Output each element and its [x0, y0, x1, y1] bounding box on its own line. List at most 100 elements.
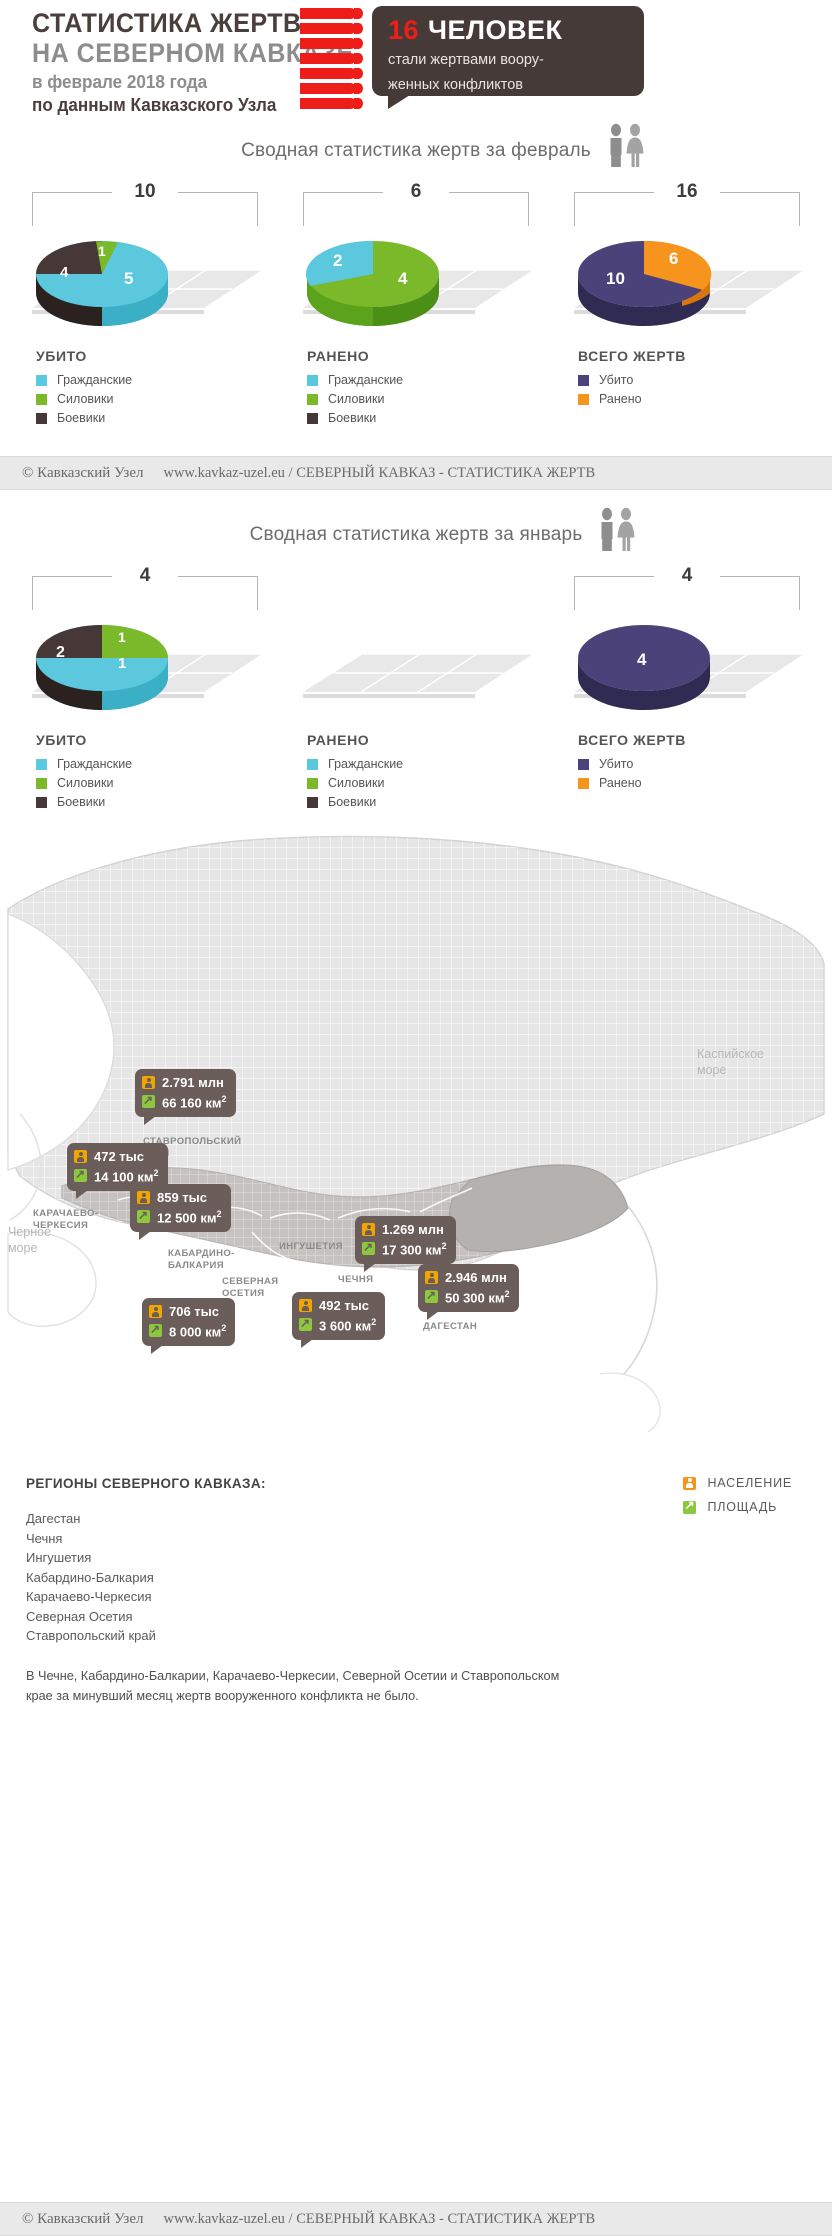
- february-section: Сводная статистика жертв за февраль 10: [0, 123, 832, 430]
- swatch-security: [307, 777, 318, 789]
- region-item: Ингушетия: [26, 1550, 92, 1565]
- legend-label: Силовики: [328, 776, 385, 790]
- region-item: Карачаево-Черкесия: [26, 1589, 152, 1604]
- legend-label: Боевики: [57, 795, 106, 809]
- map-tag-karachay: 472 тыс 14 100 км2: [67, 1143, 168, 1200]
- legend-item: Силовики: [307, 776, 547, 790]
- footnote: В Чечне, Кабардино-Балкарии, Карачаево-Ч…: [26, 1668, 560, 1703]
- legend-label: Гражданские: [328, 373, 404, 387]
- watermark-strip-bottom: © Кавказский Узел www.kavkaz-uzel.eu / С…: [0, 2202, 832, 2236]
- map-tag-north-ossetia: 706 тыс 8 000 км2: [142, 1298, 236, 1355]
- slice-label-militants: 2: [56, 644, 65, 661]
- population-icon: [149, 1305, 162, 1318]
- chart-jan-total: 4 4 ВСЕГО ЖЕРТВ: [556, 560, 818, 814]
- region-label-karachay: КАРАЧАЕВО- ЧЕРКЕСИЯ: [33, 1208, 99, 1231]
- region-item: Дагестан: [26, 1511, 81, 1526]
- header-titles: СТАТИСТИКА ЖЕРТВ НА СЕВЕРНОМ КАВКАЗЕ в ф…: [32, 8, 452, 117]
- total-feb-total: 16: [676, 181, 698, 202]
- chart-feb-killed: 10: [14, 176, 276, 430]
- january-charts-row: 4: [0, 560, 832, 814]
- area-icon: [683, 1498, 697, 1514]
- pie-stage-jan-total: 4: [556, 610, 818, 722]
- map-tag-stavropol: 2.791 млн 66 160 км2: [135, 1069, 236, 1126]
- region-label-chechnya: ЧЕЧНЯ: [338, 1274, 374, 1285]
- legend-item: Гражданские: [307, 373, 547, 387]
- population-icon: [299, 1299, 312, 1312]
- legend-label: Гражданские: [57, 373, 133, 387]
- pie-stage-feb-killed: 5 1 4: [14, 226, 276, 338]
- map-svg: [7, 835, 825, 1433]
- legend-population: НАСЕЛЕНИЕ: [683, 1476, 792, 1490]
- legend-item: Силовики: [36, 776, 276, 790]
- watermark-brand: © Кавказский Узел: [22, 2210, 144, 2227]
- legend-item: Убито: [578, 757, 818, 771]
- legend-item: Боевики: [36, 795, 276, 809]
- slice-label-militants: 4: [60, 264, 69, 281]
- swatch-civilians: [36, 374, 47, 386]
- legend-title-feb-total: ВСЕГО ЖЕРТВ: [578, 348, 686, 364]
- population-icon: [425, 1271, 438, 1284]
- region-label-ingushetia: ИНГУШЕТИЯ: [279, 1241, 343, 1252]
- header-callout: 16 ЧЕЛОВЕК стали жертвами воору- женных …: [372, 6, 644, 109]
- legend-title-feb-killed: УБИТО: [36, 348, 87, 364]
- region-item: Ставропольский край: [26, 1628, 156, 1643]
- callout-sub-1: стали жертвами воору-: [388, 52, 544, 68]
- header-line-4: по данным Кавказского Узла: [32, 95, 277, 115]
- legend-label: Убито: [599, 373, 634, 387]
- slice-label-security: 1: [98, 243, 106, 259]
- swatch-wounded: [578, 777, 589, 789]
- bullet-icon: [300, 53, 363, 64]
- legend-title-feb-wounded: РАНЕНО: [307, 348, 370, 364]
- pie-stage-jan-wounded: [285, 610, 547, 722]
- population-icon: [74, 1150, 87, 1163]
- legend-label: Боевики: [57, 411, 106, 425]
- legend-label: Силовики: [328, 392, 385, 406]
- area-icon: [299, 1315, 312, 1332]
- header-line-3: в феврале 2018 года: [32, 72, 208, 92]
- bracket-feb-killed: 10: [14, 176, 276, 226]
- total-jan-killed: 4: [139, 565, 151, 586]
- legend-area: ПЛОЩАДЬ: [683, 1498, 792, 1514]
- callout-word: ЧЕЛОВЕК: [428, 15, 563, 45]
- legend-label: Ранено: [599, 392, 642, 406]
- legend-item: Боевики: [307, 795, 547, 809]
- people-icon: [605, 123, 647, 173]
- slice-label-civilians: 1: [118, 655, 126, 672]
- watermark-url: www.kavkaz-uzel.eu / СЕВЕРНЫЙ КАВКАЗ - С…: [163, 464, 596, 481]
- february-charts-row: 10: [0, 176, 832, 430]
- population-icon: [362, 1223, 375, 1236]
- region-label-dagestan: ДАГЕСТАН: [423, 1321, 478, 1332]
- area-icon: [149, 1321, 162, 1338]
- legend-item: Убито: [578, 373, 818, 387]
- legend-item: Гражданские: [307, 757, 547, 771]
- region-item: Северная Осетия: [26, 1608, 133, 1624]
- legend-item: Гражданские: [36, 757, 276, 771]
- legend-label: Боевики: [328, 795, 377, 809]
- legend-label: Гражданские: [57, 757, 133, 771]
- region-item: Кабардино-Балкария: [26, 1569, 154, 1585]
- slice-label-civilians: 5: [124, 269, 133, 288]
- watermark-url: www.kavkaz-uzel.eu / СЕВЕРНЫЙ КАВКАЗ - С…: [163, 2210, 596, 2227]
- legend-label: Гражданские: [328, 757, 404, 771]
- callout-sub-2: женных конфликтов: [388, 77, 523, 93]
- map-region: Каспийское море Черное море СТАВРОПОЛЬСКИЙ…: [0, 814, 832, 1454]
- swatch-militants: [36, 412, 47, 424]
- legend-item: Силовики: [36, 392, 276, 406]
- pie-stage-feb-wounded: 4 2: [285, 226, 547, 338]
- legend-item: Силовики: [307, 392, 547, 406]
- region-item: Чечня: [26, 1530, 63, 1546]
- header-line-2: НА СЕВЕРНОМ КАВКАЗЕ: [32, 38, 354, 68]
- bracket-jan-wounded: [285, 560, 547, 610]
- total-feb-wounded: 6: [410, 181, 422, 202]
- bullet-icon: [300, 38, 363, 49]
- area-icon: [425, 1287, 438, 1304]
- bullet-icon: [300, 68, 363, 79]
- sea-label-black: Черное море: [8, 1225, 52, 1255]
- chart-feb-wounded: 6 4 2: [285, 176, 547, 430]
- bullet-icon: [300, 8, 363, 19]
- population-icon: [683, 1476, 697, 1490]
- january-title: Сводная статистика жертв за январь: [249, 524, 583, 545]
- map-tag-ingushetia: 492 тыс 3 600 км2: [292, 1292, 386, 1349]
- legend-title-jan-total: ВСЕГО ЖЕРТВ: [578, 732, 686, 748]
- legend-item: Боевики: [36, 411, 276, 425]
